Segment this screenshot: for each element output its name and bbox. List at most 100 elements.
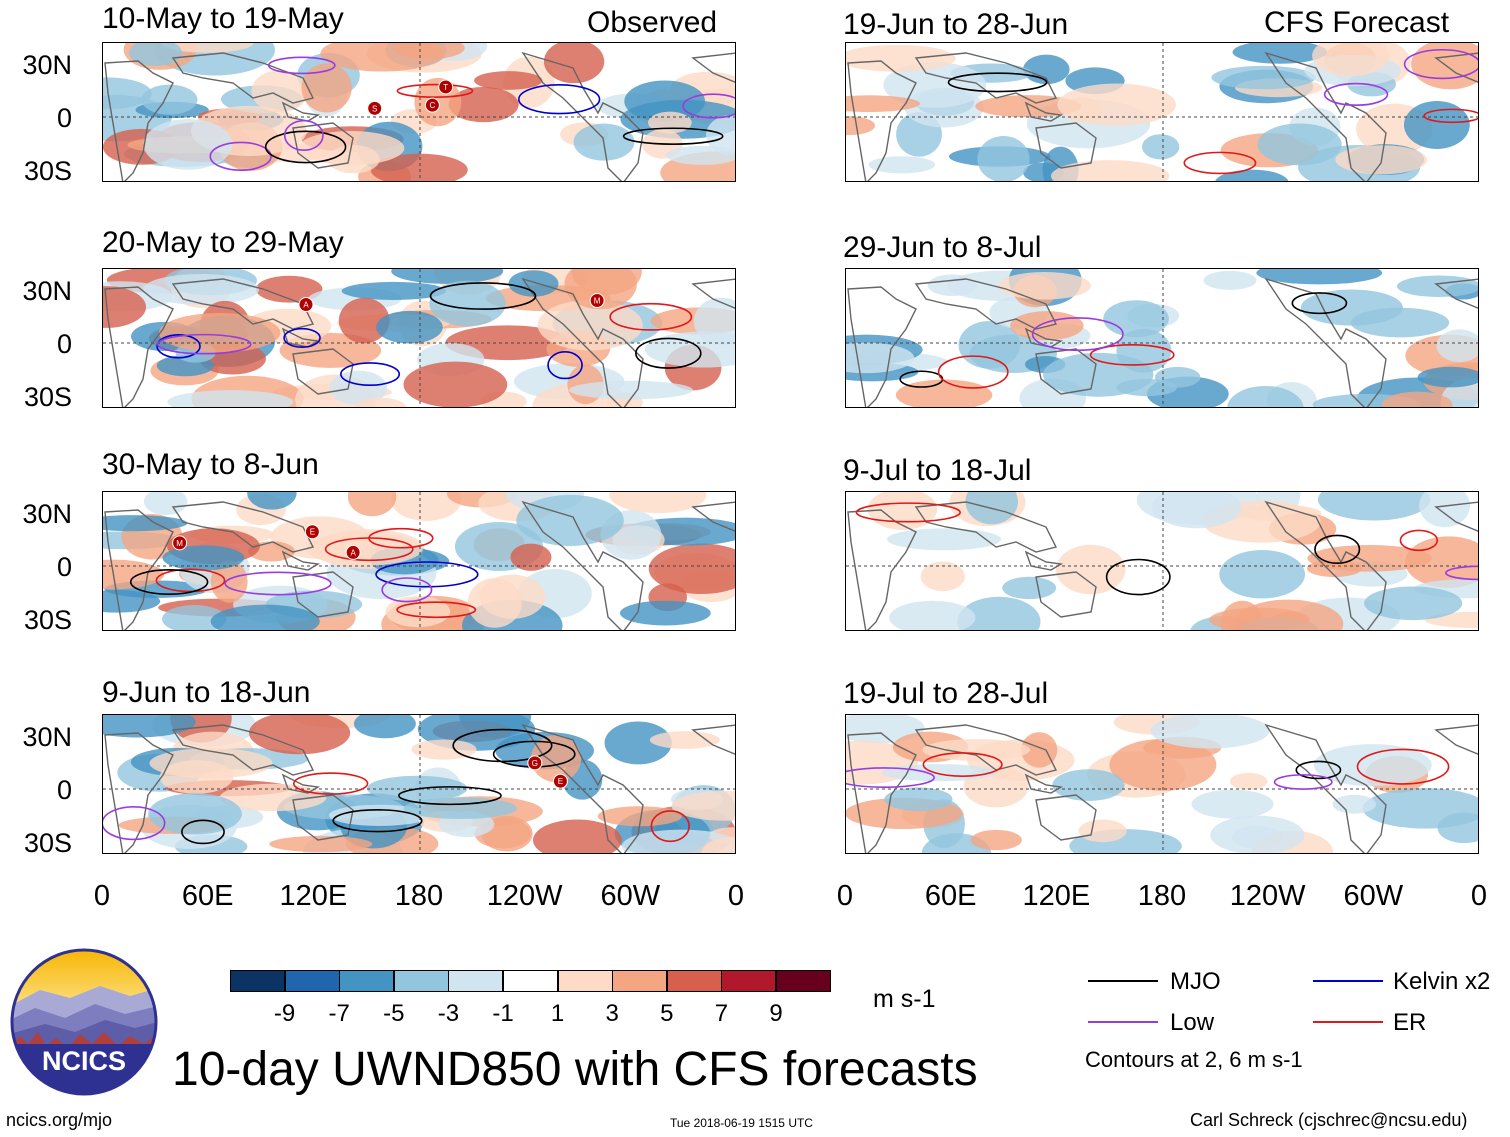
- wave-contour: [209, 141, 272, 172]
- colorbar-swatch: [448, 970, 504, 992]
- x-tick-label: 60E: [924, 880, 977, 912]
- wind-anomaly-shading: [846, 342, 915, 374]
- wind-anomaly-shading: [129, 43, 182, 67]
- tropical-cyclone-icon: [438, 79, 454, 95]
- coastline: [1264, 500, 1387, 630]
- tropical-cyclone-icon: [345, 544, 361, 560]
- coastline: [281, 327, 321, 348]
- colorbar-swatch: [666, 970, 722, 992]
- colorbar-label: -9: [273, 1000, 296, 1027]
- x-tick-label: 120E: [279, 880, 348, 912]
- wind-anomaly-shading: [143, 492, 188, 516]
- wind-anomaly-shading: [370, 153, 468, 181]
- tropical-cyclone-marker: C: [424, 97, 440, 113]
- coastline: [281, 101, 321, 122]
- tropical-cyclone-letter: A: [350, 548, 356, 557]
- wind-anomaly-shading: [597, 806, 682, 827]
- wave-contour: [283, 119, 324, 151]
- colorbar-units: m s-1: [873, 985, 936, 1013]
- wind-anomaly-shading: [1191, 789, 1274, 819]
- wind-anomaly-shading: [1233, 599, 1344, 630]
- x-tick-label: 120W: [1229, 880, 1306, 912]
- tropical-cyclone-icon: [589, 293, 605, 309]
- tropical-cyclone-marker: S: [367, 100, 383, 116]
- wind-anomaly-shading: [975, 95, 1082, 118]
- x-tick-label: 0: [836, 880, 854, 912]
- y-tick-label: 0: [56, 552, 72, 582]
- x-tick-label: 0: [1470, 880, 1488, 912]
- tropical-cyclone-letter: M: [594, 297, 601, 306]
- y-tick-label: 0: [56, 103, 72, 133]
- tropical-cyclone-letter: E: [558, 777, 563, 786]
- legend-low-line: [1088, 1021, 1158, 1023]
- wave-contour: [375, 561, 479, 588]
- coastline: [847, 60, 917, 181]
- tropical-cyclone-marker: G: [527, 755, 543, 771]
- wave-contour: [398, 786, 502, 806]
- wave-contour: [1356, 748, 1450, 785]
- coastline: [104, 732, 174, 853]
- wind-anomaly-shading: [1381, 391, 1453, 407]
- forecast-panel-title-3: 9-Jul to 18-Jul: [843, 454, 1032, 487]
- wind-anomaly-shading: [1203, 270, 1257, 290]
- wind-anomaly-shading: [167, 390, 294, 407]
- wind-anomaly-shading: [149, 748, 273, 779]
- wind-anomaly-shading: [1317, 492, 1431, 521]
- wind-anomaly-shading: [210, 560, 248, 603]
- wave-contour: [682, 93, 735, 119]
- wave-contour: [332, 809, 423, 833]
- wind-anomaly-shading: [301, 63, 352, 113]
- y-tick-label: 30N: [22, 499, 72, 529]
- wave-contour: [1291, 292, 1348, 315]
- forecast-header: CFS Forecast: [1264, 6, 1450, 39]
- coastline: [1035, 122, 1097, 169]
- colorbar-swatch: [339, 970, 395, 992]
- wave-contour: [518, 84, 601, 115]
- wave-contour: [635, 337, 702, 369]
- wind-anomaly-shading: [142, 273, 260, 305]
- x-tick-label: 0: [93, 880, 111, 912]
- wind-anomaly-shading: [474, 71, 543, 90]
- coastline: [1434, 724, 1478, 755]
- wind-anomaly-shading: [210, 604, 320, 630]
- wind-anomaly-shading: [693, 297, 735, 346]
- colorbar-label: 5: [660, 1000, 674, 1027]
- tropical-cyclone-letter: M: [176, 539, 183, 548]
- wind-anomaly-shading: [1436, 329, 1478, 362]
- wind-anomaly-shading: [648, 111, 692, 134]
- wind-anomaly-shading: [1057, 83, 1176, 126]
- wind-anomaly-shading: [1002, 576, 1057, 600]
- tropical-cyclone-letter: E: [310, 528, 315, 537]
- wave-contour: [293, 772, 369, 795]
- wind-anomaly-shading: [1152, 492, 1242, 529]
- wind-anomaly-shading: [1257, 123, 1342, 166]
- wind-anomaly-shading: [353, 715, 416, 739]
- wind-anomaly-shading: [247, 492, 297, 510]
- tropical-cyclone-marker: T: [438, 79, 454, 95]
- forecast-map-panel-4: [845, 714, 1479, 854]
- wind-anomaly-shading: [997, 271, 1092, 300]
- coastline: [521, 723, 644, 853]
- tropical-cyclone-icon: [367, 100, 383, 116]
- wave-contour: [368, 527, 434, 549]
- wind-anomaly-shading: [1103, 300, 1169, 338]
- wind-anomaly-shading: [957, 596, 1041, 630]
- coastline: [1264, 277, 1387, 407]
- coastline: [292, 348, 354, 395]
- wind-anomaly-shading: [1052, 769, 1125, 802]
- wind-anomaly-shading: [543, 43, 605, 84]
- wind-anomaly-shading: [103, 515, 188, 532]
- wave-contour: [181, 819, 225, 845]
- coastline: [292, 794, 354, 841]
- wind-anomaly-shading: [429, 280, 506, 327]
- observed-panel-title-2: 20-May to 29-May: [102, 226, 344, 259]
- wind-anomaly-shading: [161, 43, 254, 53]
- map-svg: [846, 43, 1478, 181]
- coastline: [1024, 773, 1064, 794]
- wind-anomaly-shading: [1055, 544, 1126, 595]
- footer-timestamp: Tue 2018-06-19 1515 UTC: [670, 1116, 813, 1130]
- colorbar-swatch: [557, 970, 613, 992]
- observed-header: Observed: [587, 6, 718, 39]
